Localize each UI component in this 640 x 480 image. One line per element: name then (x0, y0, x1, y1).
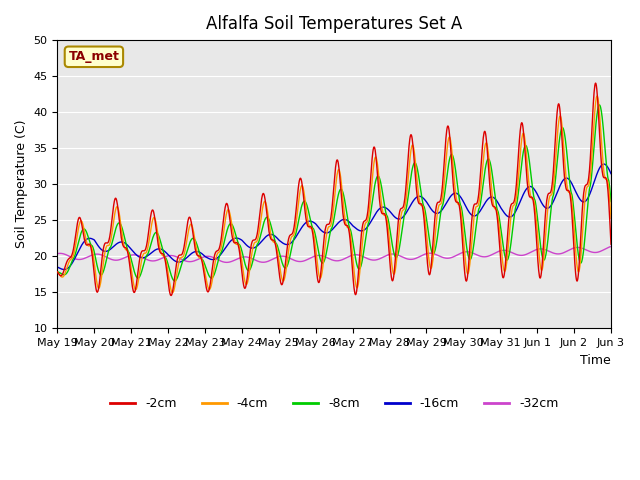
Text: TA_met: TA_met (68, 50, 119, 63)
Title: Alfalfa Soil Temperatures Set A: Alfalfa Soil Temperatures Set A (206, 15, 462, 33)
Legend: -2cm, -4cm, -8cm, -16cm, -32cm: -2cm, -4cm, -8cm, -16cm, -32cm (105, 392, 563, 415)
X-axis label: Time: Time (580, 353, 611, 367)
Y-axis label: Soil Temperature (C): Soil Temperature (C) (15, 120, 28, 249)
